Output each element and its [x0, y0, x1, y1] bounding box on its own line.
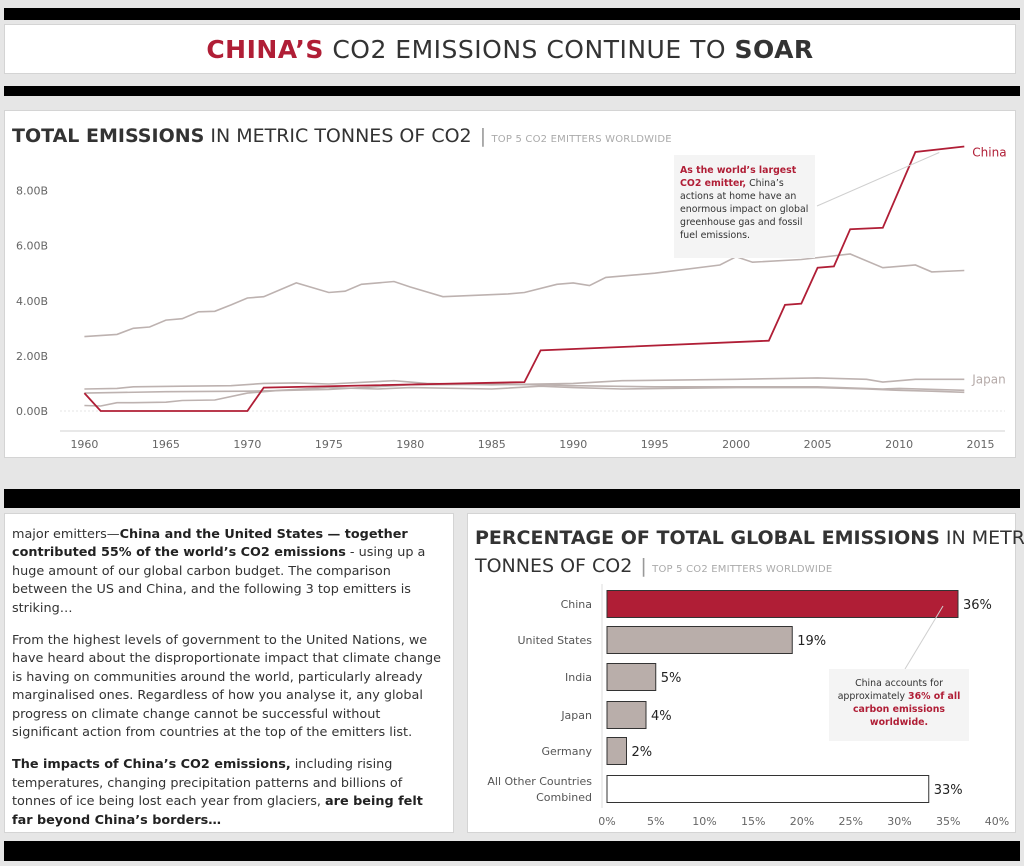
x-tick-label: 15% — [741, 815, 765, 828]
category-label: Japan — [560, 709, 592, 722]
line-chart-title: TOTAL EMISSIONS IN METRIC TONNES OF CO2 … — [12, 125, 672, 147]
x-tick-label: 1975 — [315, 438, 343, 451]
bar-title-normal-1: IN METRIC — [945, 527, 1024, 549]
divider-bar-1 — [4, 86, 1020, 96]
bar-chart-title: PERCENTAGE OF TOTAL GLOBAL EMISSIONS IN … — [475, 524, 1024, 584]
category-label: Germany — [541, 745, 592, 758]
x-tick-label: 1980 — [396, 438, 424, 451]
title-china: CHINA’S — [206, 34, 324, 64]
line-title-normal: IN METRIC TONNES OF CO2 — [204, 125, 478, 147]
category-label: China — [561, 598, 592, 611]
bar-title-sub: TOP 5 CO2 EMITTERS WORLDWIDE — [648, 564, 833, 575]
line-chart: 0.00B 2.00B 4.00B 6.00B 8.00B 1960 1965 1970 197… — [16, 145, 1007, 451]
x-tick-label: 10% — [692, 815, 716, 828]
line-title-separator: | — [479, 125, 487, 147]
article-paragraph-3: The impacts of China’s CO2 emissions, in… — [12, 756, 447, 830]
series-line — [84, 385, 965, 407]
bar — [606, 663, 657, 691]
x-tick-label: 1965 — [152, 438, 180, 451]
series-line — [84, 253, 965, 338]
article-paragraph-1: major emitters—China and the United Stat… — [12, 526, 447, 618]
x-tick-label: 2000 — [722, 438, 750, 451]
title-soar: SOAR — [734, 34, 814, 64]
series-line — [83, 145, 965, 412]
bar-chart: 36% China 19% United States 5% India 4% Japan 2%… — [487, 584, 1009, 828]
divider-bar-2 — [4, 489, 1020, 508]
y-tick-label: 0.00B — [16, 405, 48, 418]
page-title: CHINA’S CO2 EMISSIONS CONTINUE TO SOAR — [206, 35, 813, 64]
x-tick-label: 1990 — [559, 438, 587, 451]
y-tick-label: 6.00B — [16, 240, 48, 253]
x-tick-label: 30% — [887, 815, 911, 828]
category-label: All Other Countries — [487, 775, 592, 788]
bar-value-label: 2% — [632, 745, 653, 760]
title-middle: CO2 EMISSIONS CONTINUE TO — [323, 34, 735, 64]
x-tick-label: 2015 — [967, 438, 995, 451]
y-tick-label: 4.00B — [16, 295, 48, 308]
bar — [606, 737, 627, 765]
title-panel: CHINA’S CO2 EMISSIONS CONTINUE TO SOAR — [4, 24, 1016, 74]
bar — [606, 590, 959, 618]
x-tick-label: 20% — [790, 815, 814, 828]
article-paragraph-2: From the highest levels of government to… — [12, 633, 442, 741]
series-label: Japan — [971, 372, 1005, 386]
line-title-sub: TOP 5 CO2 EMITTERS WORLDWIDE — [488, 134, 672, 145]
bar-value-label: 36% — [963, 598, 992, 613]
p1-bold: China and the United States — together c… — [12, 527, 408, 561]
p3-bold-c: are being felt far beyond China’s border… — [12, 794, 423, 828]
x-tick-label: 1960 — [70, 438, 98, 451]
line-chart-annotation: As the world’s largest CO2 emitter, Chin… — [674, 155, 815, 258]
series-label: China — [972, 146, 1006, 160]
bar-annotation-red: 36% of all carbon emissions worldwide. — [852, 691, 961, 728]
category-label: United States — [518, 634, 593, 647]
line-title-bold: TOTAL EMISSIONS — [12, 125, 205, 147]
bar-chart-annotation: China accounts for approximately 36% of … — [829, 669, 969, 741]
y-tick-label: 8.00B — [16, 185, 48, 198]
bottom-black-bar — [4, 841, 1020, 861]
x-tick-label: 5% — [647, 815, 664, 828]
x-tick-label: 2005 — [804, 438, 832, 451]
p1-lead: major emitters— — [12, 527, 120, 542]
line-chart-panel: TOTAL EMISSIONS IN METRIC TONNES OF CO2 … — [4, 110, 1016, 458]
x-tick-label: 2010 — [885, 438, 913, 451]
bar-value-label: 19% — [797, 634, 826, 649]
top-black-bar — [4, 8, 1020, 20]
category-label: India — [565, 671, 592, 684]
bar-title-normal-2: TONNES OF CO2 — [475, 555, 639, 577]
bar-value-label: 5% — [661, 671, 682, 686]
bar-title-separator: | — [640, 555, 647, 577]
bar-annotation-text: China accounts for approximately — [837, 678, 943, 702]
y-tick-label: 2.00B — [16, 350, 48, 363]
bar-title-bold: PERCENTAGE OF TOTAL GLOBAL EMISSIONS — [475, 527, 940, 549]
x-tick-label: 0% — [598, 815, 615, 828]
p3-bold-a: The impacts of China’s CO2 emissions, — [12, 757, 291, 773]
article-panel: major emitters—China and the United Stat… — [4, 513, 454, 833]
bar — [606, 626, 793, 654]
x-tick-label: 35% — [936, 815, 960, 828]
x-tick-label: 1970 — [233, 438, 261, 451]
annotation-bold: As the world’s largest CO2 emitter, — [680, 165, 797, 189]
p3-middle: including rising temperatures, changing … — [12, 757, 403, 810]
category-label: Combined — [536, 791, 592, 804]
annotation-rest: China’s actions at home have an enormous… — [680, 178, 809, 241]
bar-annotation-leader-line — [904, 605, 944, 670]
p1-rest: - using up a huge amount of our global c… — [12, 545, 426, 616]
bar-value-label: 4% — [651, 709, 672, 724]
bar-value-label: 33% — [934, 783, 963, 798]
bar — [606, 701, 647, 729]
bar-chart-panel: PERCENTAGE OF TOTAL GLOBAL EMISSIONS IN … — [467, 513, 1024, 833]
annotation-leader-line — [816, 152, 940, 207]
x-tick-label: 25% — [839, 815, 863, 828]
x-tick-label: 1995 — [641, 438, 669, 451]
x-tick-label: 1985 — [478, 438, 506, 451]
x-tick-label: 40% — [985, 815, 1009, 828]
bar — [606, 775, 930, 803]
